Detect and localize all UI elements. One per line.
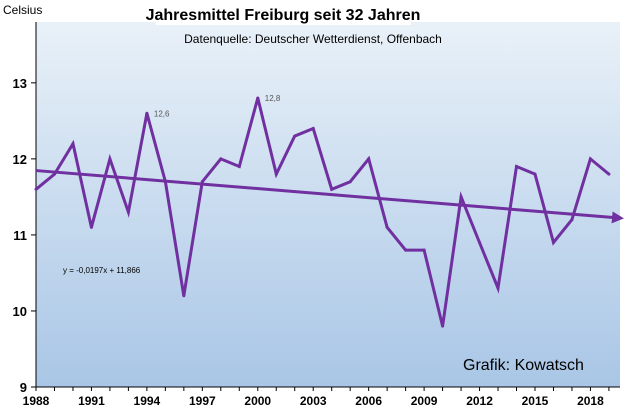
chart-title: Jahresmittel Freiburg seit 32 Jahren [146,7,421,24]
chart-title-box [156,4,411,25]
data-point [367,157,371,161]
data-point [182,294,186,298]
data-point [293,134,297,138]
x-tick-label: 1991 [78,394,105,408]
series-line [35,97,610,327]
series-group: 12,6 12,8 [34,94,611,328]
data-point [422,248,426,252]
trendline [35,169,624,224]
y-axis: 9 10 11 12 13 [13,22,37,395]
data-point [570,218,574,222]
x-tick-label: 1988 [23,394,50,408]
credit-label: Grafik: Kowatsch [463,357,584,374]
y-tick-label: 9 [20,380,27,395]
x-tick-label: 2006 [355,394,382,408]
y-tick-label: 10 [13,304,27,319]
x-tick-label: 2000 [244,394,271,408]
data-point [256,96,260,100]
chart-subtitle: Datenquelle: Deutscher Wetterdienst, Off… [184,32,442,46]
x-tick-label: 2015 [522,394,549,408]
x-tick-label: 2009 [411,394,438,408]
data-point [330,187,334,191]
data-point [348,180,352,184]
data-point [108,157,112,161]
data-point [385,225,389,229]
data-point [274,172,278,176]
trendline-group [35,169,624,224]
trendline-equation: y = -0,0197x + 11,866 [63,266,141,275]
x-tick-label: 2018 [577,394,604,408]
x-tick-label: 1997 [189,394,216,408]
data-point [126,210,130,214]
y-tick-label: 12 [13,152,27,167]
x-tick-label: 2003 [300,394,327,408]
data-point [533,172,537,176]
data-label: 12,8 [265,94,281,103]
data-point [441,324,445,328]
data-point [219,157,223,161]
data-label: 12,6 [154,109,170,118]
data-point [34,187,38,191]
data-point [89,225,93,229]
data-point [145,111,149,115]
data-point [459,195,463,199]
data-point [200,180,204,184]
data-point [496,286,500,290]
x-axis: 1988 1991 1994 1997 2000 2003 2006 2009 2012 2015… [23,386,620,408]
data-point [607,172,611,176]
data-point [311,126,315,130]
data-point [588,157,592,161]
data-point [71,142,75,146]
x-tick-label: 2012 [466,394,493,408]
data-point [515,164,519,168]
data-point [237,164,241,168]
data-point [551,241,555,245]
y-axis-label: Celsius [3,3,42,17]
data-point [478,241,482,245]
y-tick-label: 13 [13,76,27,91]
x-tick-label: 1994 [134,394,161,408]
plot-area [36,22,620,387]
y-tick-label: 11 [13,228,27,243]
data-point [404,248,408,252]
